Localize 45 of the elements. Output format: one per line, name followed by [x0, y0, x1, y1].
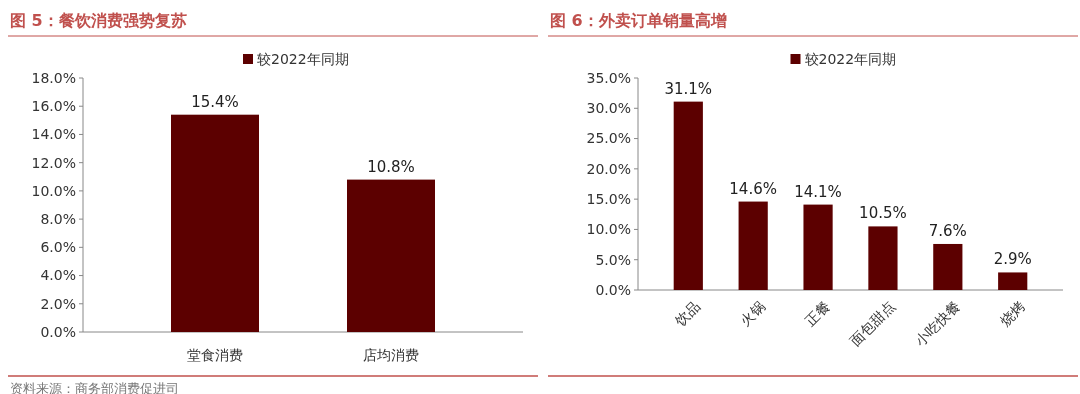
data-label: 15.4% — [191, 92, 239, 111]
x-tick-label: 正餐 — [802, 297, 834, 329]
data-label: 10.8% — [367, 157, 415, 176]
data-label: 10.5% — [859, 204, 907, 223]
y-tick-label: 0.0% — [595, 281, 631, 298]
data-label: 31.1% — [664, 79, 713, 98]
x-tick-label: 小吃快餐 — [911, 297, 963, 349]
bar — [738, 201, 768, 290]
y-tick-label: 16.0% — [31, 98, 76, 115]
chart-title: 图 5：餐饮消费强势复苏 — [10, 11, 187, 30]
x-tick-label: 烧烤 — [996, 297, 1028, 329]
data-label: 2.9% — [993, 250, 1032, 269]
legend-label: 较2022年同期 — [804, 51, 897, 67]
y-tick-label: 30.0% — [586, 100, 631, 117]
y-tick-label: 10.0% — [31, 182, 76, 199]
data-label: 14.1% — [794, 182, 842, 201]
bar — [673, 101, 703, 290]
x-tick-label: 火锅 — [737, 297, 769, 329]
y-tick-label: 6.0% — [40, 239, 76, 256]
legend-label: 较2022年同期 — [257, 51, 349, 67]
bar — [803, 204, 833, 290]
y-tick-label: 4.0% — [40, 267, 76, 284]
y-tick-label: 25.0% — [586, 130, 631, 147]
y-tick-label: 0.0% — [40, 323, 76, 340]
y-tick-label: 12.0% — [31, 154, 76, 171]
y-tick-label: 20.0% — [586, 160, 631, 177]
y-tick-label: 2.0% — [40, 295, 76, 312]
y-tick-label: 10.0% — [586, 221, 631, 238]
x-tick-label: 堂食消费 — [187, 347, 243, 363]
bar — [998, 272, 1028, 290]
y-tick-label: 8.0% — [40, 211, 76, 228]
x-tick-label: 面包甜点 — [847, 297, 898, 349]
y-tick-label: 14.0% — [31, 126, 76, 143]
y-tick-label: 35.0% — [586, 69, 631, 86]
bar — [868, 226, 898, 290]
bar — [933, 243, 963, 290]
text: 资料来源：商务部消费促进司 — [10, 381, 179, 394]
y-tick-label: 18.0% — [31, 69, 76, 86]
data-label: 14.6% — [729, 179, 777, 198]
y-tick-label: 5.0% — [595, 251, 631, 268]
data-label: 7.6% — [928, 221, 967, 240]
chart-title: 图 6：外卖订单销量高增 — [550, 11, 727, 30]
y-tick-label: 15.0% — [586, 191, 631, 208]
x-tick-label: 店均消费 — [363, 347, 419, 363]
x-tick-label: 饮品 — [671, 297, 704, 330]
